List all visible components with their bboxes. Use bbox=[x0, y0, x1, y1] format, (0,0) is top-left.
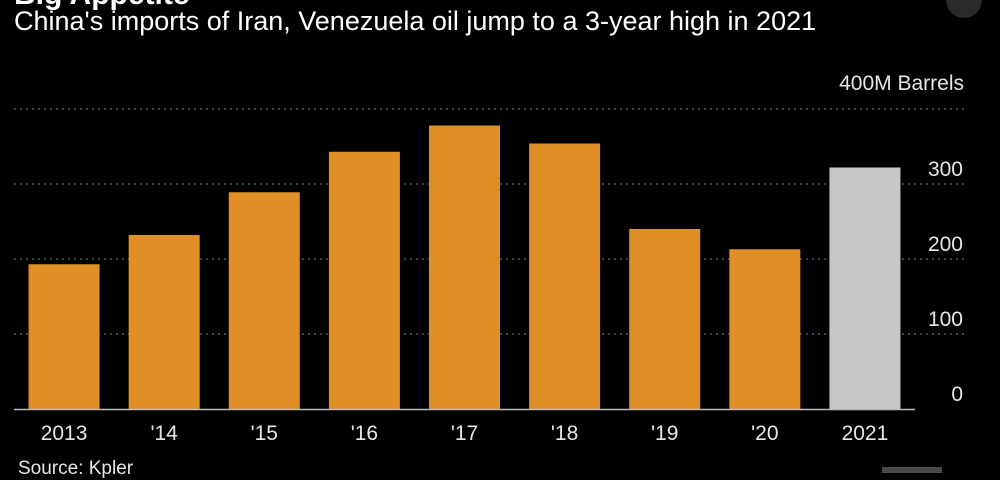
chart-title: China's imports of Iran, Venezuela oil j… bbox=[14, 6, 817, 36]
bar-2 bbox=[228, 192, 300, 409]
corner-logo-mark bbox=[882, 467, 942, 473]
x-tick-label-8: 2021 bbox=[842, 422, 889, 445]
bar-5 bbox=[529, 143, 601, 409]
x-tick-label-4: '17 bbox=[451, 422, 478, 445]
x-tick-label-5: '18 bbox=[551, 422, 578, 445]
corner-badge bbox=[946, 0, 982, 18]
unit-label: 400M Barrels bbox=[839, 72, 964, 95]
y-tick-label-200: 200 bbox=[928, 233, 963, 256]
bar-3 bbox=[328, 151, 400, 409]
bar-7 bbox=[729, 249, 801, 409]
bar-8 bbox=[829, 167, 901, 409]
bar-0 bbox=[28, 264, 100, 409]
y-tick-label-300: 300 bbox=[928, 158, 963, 181]
bar-6 bbox=[629, 229, 701, 409]
x-tick-label-2: '15 bbox=[251, 422, 278, 445]
bar-4 bbox=[429, 125, 500, 409]
x-tick-label-6: '19 bbox=[651, 422, 678, 445]
y-tick-label-100: 100 bbox=[928, 308, 963, 331]
x-tick-label-3: '16 bbox=[351, 422, 378, 445]
x-tick-label-0: 2013 bbox=[41, 422, 88, 445]
x-tick-label-1: '14 bbox=[150, 422, 178, 445]
cut-off-header: Big Appetite bbox=[14, 0, 190, 12]
source-note: Source: Kpler bbox=[18, 458, 134, 479]
x-tick-label-7: '20 bbox=[751, 422, 778, 445]
y-tick-label-0: 0 bbox=[951, 383, 963, 406]
bar-1 bbox=[128, 235, 200, 409]
